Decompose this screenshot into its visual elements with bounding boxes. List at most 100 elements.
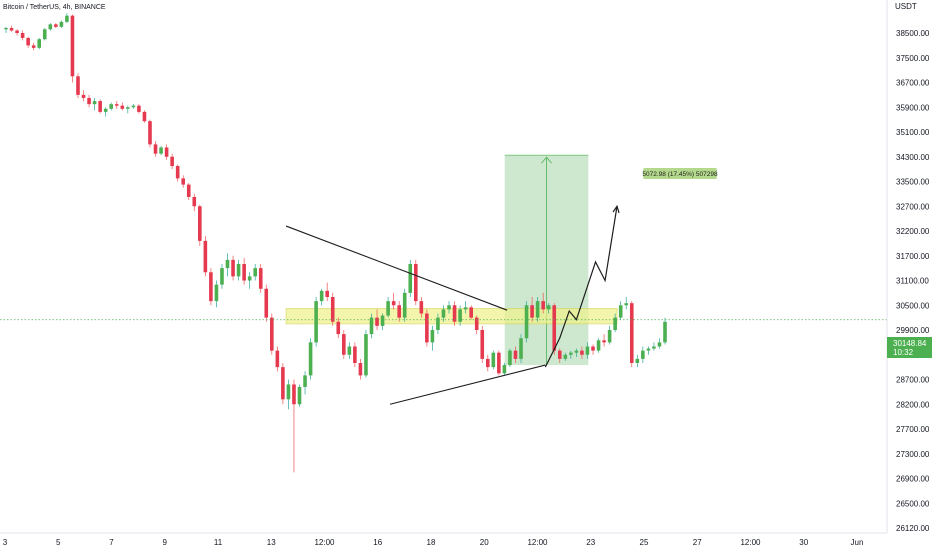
candle-body (31, 45, 36, 48)
candle-body (153, 144, 158, 154)
time-tick-label: Jun (851, 538, 864, 547)
price-tick-label: 31100.00 (896, 277, 929, 286)
measure-label: 5072.98 (17.45%) 507298 (642, 171, 718, 178)
candle-body (319, 290, 324, 302)
candle-body (358, 363, 363, 376)
price-tick-label: 26500.00 (896, 499, 930, 508)
candle-body (65, 15, 69, 22)
candle-body (557, 350, 562, 359)
candle-body (413, 264, 418, 302)
time-axis[interactable]: 3 5 7 9 11 13 12:00 16 18 20 12:00 23 25 27 12:00 30 Jun (3, 538, 864, 547)
candle-body (170, 156, 174, 167)
time-tick-label: 5 (56, 538, 61, 547)
candle-body (131, 105, 136, 108)
candle-body (214, 284, 219, 302)
candle-body (186, 184, 191, 197)
candle-body (54, 24, 58, 27)
candle-body (580, 350, 584, 355)
current-price-bg (887, 337, 932, 358)
candle-body (87, 97, 91, 105)
time-tick-label: 20 (480, 538, 489, 547)
time-tick-label: 9 (163, 538, 168, 547)
candle-body (497, 352, 501, 374)
candle-body (663, 321, 667, 343)
candle-body (181, 178, 186, 185)
candle-body (469, 307, 473, 318)
candle-body (42, 29, 47, 40)
candle-body (48, 24, 53, 30)
candle-body (92, 101, 97, 105)
candle-body (436, 317, 440, 330)
candle-body (114, 104, 119, 106)
candle-body (253, 268, 258, 277)
candle-body (281, 367, 285, 400)
price-tick-label: 32700.00 (896, 202, 930, 211)
trendlines-layer (0, 204, 887, 405)
candle-body (574, 350, 579, 353)
candle-body (546, 305, 551, 310)
candle-body (641, 350, 645, 359)
candle-body (37, 39, 42, 48)
candle-body (391, 301, 396, 306)
candle-body (175, 166, 180, 179)
time-tick-label: 18 (427, 538, 436, 547)
candle-body (629, 303, 634, 363)
candle-body (264, 288, 269, 318)
price-tick-label: 36700.00 (896, 79, 930, 88)
candle-body (220, 268, 224, 285)
candle-body (408, 264, 413, 293)
candle-body (137, 105, 141, 112)
price-tick-label: 33500.00 (896, 178, 930, 187)
candle-body (231, 259, 235, 277)
candle-body (430, 330, 435, 343)
candle-body (375, 317, 379, 326)
time-tick-label: 13 (267, 538, 276, 547)
candle-body (569, 352, 573, 355)
price-tick-label: 28200.00 (896, 400, 930, 409)
candle-body (9, 28, 14, 31)
projection-path[interactable] (544, 206, 618, 368)
candle-body (159, 147, 163, 154)
candle-body (480, 330, 485, 359)
projection-arrow-head (612, 204, 620, 214)
candle-body (485, 358, 490, 368)
candle-body (314, 301, 318, 343)
candle-body (591, 346, 595, 351)
candle-body (286, 384, 291, 400)
price-tick-label: 27700.00 (896, 425, 930, 434)
price-tick-label: 37500.00 (896, 54, 930, 63)
candle-body (242, 264, 246, 281)
candle-body (458, 309, 462, 322)
candle-body (126, 107, 130, 109)
candle-body (148, 121, 152, 145)
time-tick-label: 11 (214, 538, 223, 547)
price-tick-label: 28700.00 (896, 376, 930, 385)
candle-body (452, 305, 457, 322)
chart-title: Bitcoin / TetherUS, 4h, BINANCE (3, 4, 106, 11)
candle-body (491, 352, 496, 368)
lower-trendline[interactable] (389, 364, 546, 405)
price-tick-label: 31700.00 (896, 252, 930, 261)
candle-body (198, 206, 202, 241)
candle-body (20, 33, 25, 38)
upper-trendline[interactable] (285, 225, 508, 311)
price-tick-label: 26120.00 (896, 524, 930, 533)
time-tick-label: 12:00 (740, 538, 761, 547)
candle-body (397, 305, 401, 318)
candle-body (602, 340, 606, 343)
candle-body (380, 315, 385, 326)
candle-body (59, 21, 64, 27)
candle-body (530, 305, 534, 318)
price-tick-label: 35100.00 (896, 128, 930, 137)
candle-body (142, 111, 147, 122)
measure-label-bg (643, 168, 717, 179)
candle-body (4, 28, 8, 30)
current-price-value: 30148.84 (893, 339, 927, 348)
candle-body (120, 105, 125, 109)
candle-body (15, 30, 19, 33)
candle-body (508, 350, 512, 366)
candle-body (336, 321, 341, 335)
price-axis[interactable]: 38500.00 37500.00 36700.00 35900.00 35100.00… (896, 29, 930, 533)
